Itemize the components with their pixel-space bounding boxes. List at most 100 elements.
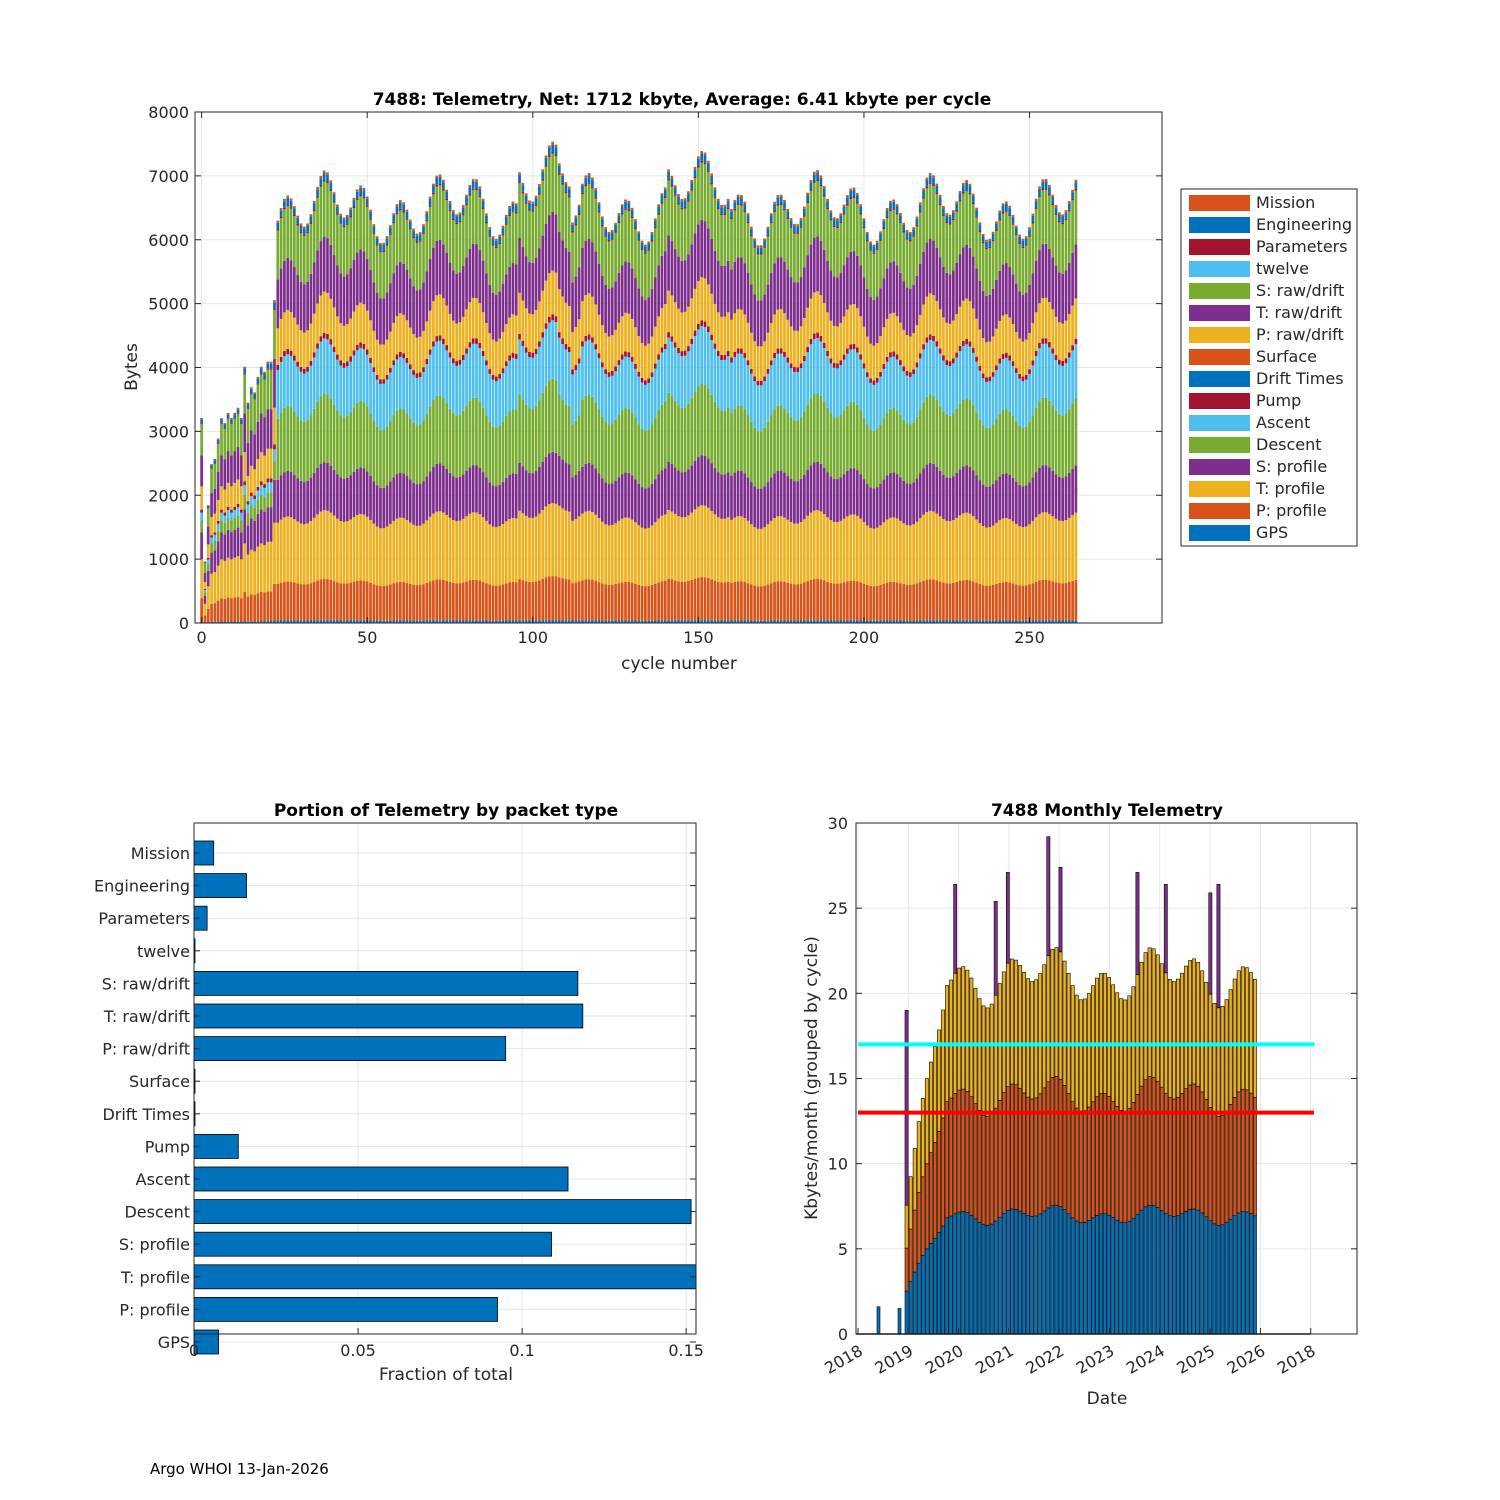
- monthly-bar-segment: [1228, 989, 1233, 1105]
- cycle-bar-segment: [620, 265, 624, 317]
- cycle-bar-segment: [998, 358, 1002, 364]
- cycle-bar-segment: [740, 195, 743, 198]
- cycle-bar-segment: [392, 322, 396, 361]
- cycle-bar-segment: [733, 581, 737, 621]
- cycle-bar-segment: [1074, 579, 1078, 621]
- cycle-bar-segment: [653, 218, 657, 221]
- cycle-bar-segment: [899, 360, 902, 366]
- cycle-bar-segment: [216, 565, 220, 601]
- cycle-bar-segment: [736, 620, 740, 623]
- cycle-bar-segment: [365, 258, 369, 311]
- monthly-bar-segment: [965, 1091, 970, 1214]
- cycle-bar-segment: [594, 304, 598, 345]
- cycle-bar-segment: [819, 395, 823, 464]
- cycle-bar-segment: [730, 582, 733, 621]
- cycle-bar-segment: [935, 580, 939, 621]
- cycle-bar-segment: [528, 209, 531, 211]
- cycle-bar-segment: [263, 373, 266, 379]
- cycle-bar-segment: [610, 287, 614, 336]
- cycle-bar-segment: [418, 289, 422, 337]
- cycle-bar-segment: [491, 245, 495, 293]
- cycle-bar-segment: [932, 395, 935, 464]
- monthly-bar-segment: [941, 1117, 945, 1227]
- cycle-bar-segment: [319, 175, 323, 179]
- cycle-bar-segment: [283, 209, 286, 261]
- monthly-bar-segment: [1066, 1213, 1071, 1335]
- cycle-bar-segment: [286, 205, 290, 258]
- cycle-bar-segment: [1071, 345, 1074, 351]
- cycle-bar-segment: [408, 479, 412, 523]
- cycle-bar-segment: [650, 289, 654, 337]
- cycle-bar-segment: [991, 584, 995, 621]
- cycle-bar-segment: [345, 224, 349, 275]
- cycle-bar-segment: [697, 323, 700, 330]
- cycle-bar-segment: [478, 188, 482, 196]
- cycle-bar-segment: [624, 312, 627, 352]
- monthly-bar-segment: [1127, 995, 1132, 1109]
- cycle-bar-segment: [985, 620, 988, 623]
- monthly-bar-segment: [1184, 1211, 1188, 1335]
- cycle-bar-segment: [938, 197, 942, 204]
- y-tick-label: T: profile: [120, 1268, 190, 1287]
- cycle-bar-segment: [226, 414, 230, 419]
- cycle-bar-segment: [1061, 583, 1065, 621]
- cycle-bar-segment: [763, 585, 766, 621]
- cycle-bar-segment: [812, 510, 816, 580]
- cycle-bar-segment: [872, 299, 876, 346]
- cycle-bar-segment: [458, 620, 462, 623]
- cycle-bar-segment: [375, 526, 379, 586]
- cycle-bar-segment: [465, 197, 468, 204]
- cycle-bar-segment: [627, 313, 631, 353]
- cycle-bar-segment: [210, 517, 213, 536]
- cycle-bar-segment: [332, 515, 336, 582]
- cycle-bar-segment: [475, 579, 478, 621]
- cycle-bar-segment: [915, 362, 919, 368]
- cycle-bar-segment: [1071, 350, 1074, 404]
- monthly-bar-segment: [920, 1176, 925, 1256]
- cycle-bar-segment: [852, 514, 856, 581]
- y-tick-label: Pump: [145, 1137, 190, 1156]
- cycle-bar-segment: [769, 273, 773, 323]
- cycle-bar-segment: [1004, 352, 1008, 358]
- cycle-bar-segment: [508, 360, 511, 412]
- cycle-bar-segment: [359, 185, 362, 188]
- cycle-bar-segment: [253, 393, 256, 399]
- cycle-bar-segment: [442, 179, 445, 183]
- monthly-bar-segment: [1111, 1217, 1116, 1335]
- cycle-bar-segment: [292, 216, 296, 267]
- cycle-bar-segment: [895, 265, 899, 317]
- cycle-bar-segment: [478, 620, 482, 623]
- cycle-bar-segment: [375, 374, 379, 380]
- monthly-bar-segment: [1151, 948, 1156, 1078]
- cycle-bar-segment: [249, 621, 253, 623]
- cycle-bar-segment: [359, 302, 362, 343]
- cycle-bar-segment: [634, 417, 637, 480]
- cycle-bar-segment: [859, 518, 862, 583]
- monthly-bar-segment: [920, 1097, 925, 1178]
- monthly-bar-segment: [1099, 973, 1103, 1094]
- cycle-bar-segment: [928, 339, 932, 395]
- cycle-bar-segment: [948, 216, 952, 224]
- cycle-bar-segment: [541, 169, 545, 172]
- cycle-bar-segment: [600, 218, 604, 225]
- cycle-bar-segment: [226, 418, 230, 420]
- cycle-bar-segment: [749, 482, 753, 525]
- cycle-bar-segment: [1034, 260, 1038, 313]
- cycle-bar-segment: [786, 208, 790, 212]
- cycle-bar-segment: [670, 396, 674, 464]
- cycle-bar-segment: [753, 247, 757, 295]
- cycle-bar-segment: [279, 620, 283, 623]
- cycle-bar-segment: [1051, 309, 1055, 349]
- cycle-bar-segment: [1061, 224, 1065, 274]
- cycle-bar-segment: [389, 421, 392, 482]
- cycle-bar-segment: [607, 620, 611, 623]
- cycle-bar-segment: [1054, 620, 1058, 623]
- cycle-bar-segment: [336, 265, 339, 317]
- cycle-bar-segment: [246, 402, 250, 405]
- cycle-bar-segment: [1034, 581, 1038, 621]
- cycle-bar-segment: [1021, 381, 1025, 428]
- cycle-bar-segment: [869, 297, 872, 344]
- cycle-bar-segment: [1064, 210, 1068, 213]
- cycle-bar-segment: [518, 339, 521, 395]
- cycle-bar-segment: [597, 353, 601, 359]
